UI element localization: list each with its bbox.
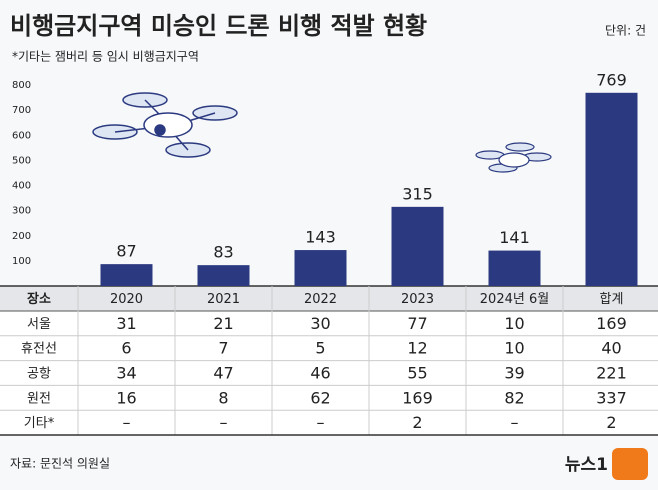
y-tick-label: 600 [12, 130, 31, 141]
subtitle: *기타는 잼버리 등 임시 비행금지구역 [12, 49, 199, 64]
table-cell: 46 [310, 364, 330, 383]
table-cell: 10 [504, 339, 524, 358]
y-tick-label: 200 [12, 231, 31, 242]
table-cell: 40 [601, 339, 621, 358]
table-cell: – [123, 413, 131, 432]
table-cell: 7 [218, 339, 228, 358]
bar [197, 265, 250, 286]
drone-illustration [475, 142, 552, 173]
table-cell: 8 [218, 388, 228, 407]
value-label: 143 [305, 228, 336, 247]
bar [100, 264, 153, 286]
table-cell: 169 [596, 314, 627, 333]
drone-illustration [92, 92, 238, 158]
value-label: 87 [116, 242, 136, 261]
table-corner: 장소 [27, 291, 51, 307]
chart-title: 비행금지구역 미승인 드론 비행 적발 현황 [10, 12, 427, 40]
value-label: 141 [499, 228, 530, 247]
x-tick-label: 2021 [207, 292, 240, 307]
row-label: 서울 [27, 317, 51, 332]
table-cell: 2 [412, 413, 422, 432]
x-tick-label: 2022 [304, 292, 337, 307]
table-cell: – [511, 413, 519, 432]
bar [391, 206, 444, 286]
table-cell: 5 [315, 339, 325, 358]
table-cell: 21 [213, 314, 233, 333]
table-body-bg [0, 311, 658, 435]
table-cell: 47 [213, 364, 233, 383]
row-label: 원전 [27, 391, 51, 406]
bar [488, 250, 541, 286]
table-header-bg [0, 286, 658, 311]
logo-badge [612, 448, 648, 480]
table-cell: 34 [116, 364, 136, 383]
x-tick-label: 2024년 6월 [480, 292, 549, 307]
table-cell: 2 [606, 413, 616, 432]
logo: 뉴스1 [565, 455, 608, 475]
table-cell: 6 [121, 339, 131, 358]
table-cell: 337 [596, 388, 627, 407]
table-cell: 55 [407, 364, 427, 383]
table-cell: 12 [407, 339, 427, 358]
bar [585, 92, 638, 286]
y-tick-label: 700 [12, 105, 31, 116]
bar [294, 250, 347, 286]
y-tick-label: 800 [12, 80, 31, 91]
table-cell: 169 [402, 388, 433, 407]
table-cell: 221 [596, 364, 627, 383]
table-cell: – [220, 413, 228, 432]
y-tick-label: 400 [12, 181, 31, 192]
x-tick-label: 2023 [401, 292, 434, 307]
table-cell: 10 [504, 314, 524, 333]
row-label: 휴전선 [21, 342, 57, 357]
value-label: 83 [213, 243, 233, 262]
value-label: 769 [596, 70, 627, 89]
table-cell: 82 [504, 388, 524, 407]
source: 자료: 문진석 의원실 [10, 457, 110, 471]
table-cell: – [317, 413, 325, 432]
table-cell: 39 [504, 364, 524, 383]
x-tick-label: 합계 [600, 292, 624, 307]
unit-label: 단위: 건 [605, 24, 646, 38]
table-cell: 31 [116, 314, 136, 333]
table-cell: 77 [407, 314, 427, 333]
value-label: 315 [402, 184, 433, 203]
table-cell: 16 [116, 388, 136, 407]
row-label: 기타* [24, 416, 55, 431]
row-label: 공항 [27, 367, 51, 382]
x-tick-label: 2020 [110, 292, 143, 307]
y-tick-label: 300 [12, 206, 31, 217]
table-cell: 30 [310, 314, 330, 333]
y-tick-label: 100 [12, 256, 31, 267]
y-tick-label: 500 [12, 155, 31, 166]
table-cell: 62 [310, 388, 330, 407]
